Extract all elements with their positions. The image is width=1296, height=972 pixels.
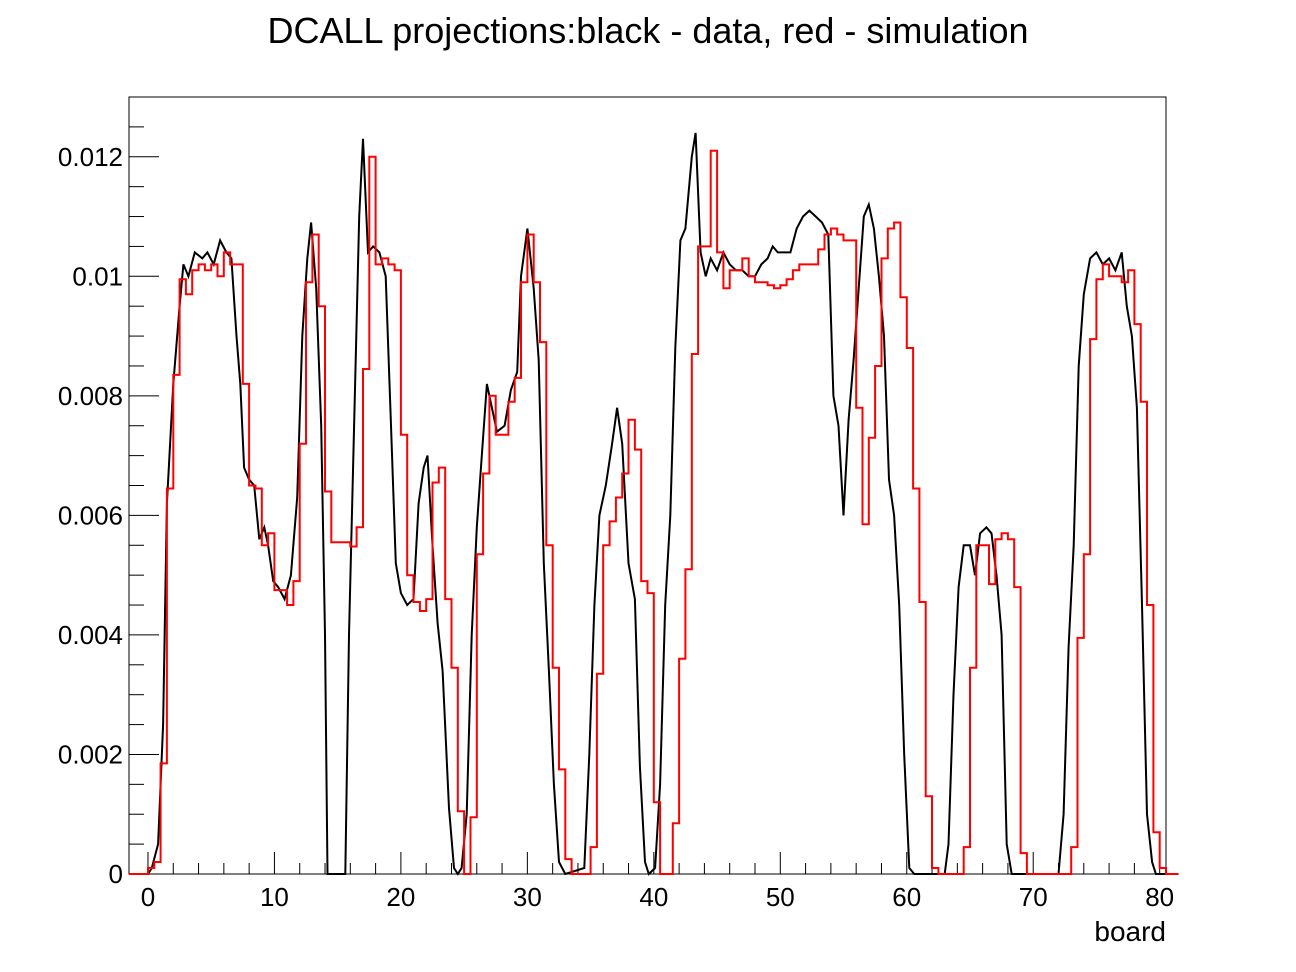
x-tick-label: 60 [892,882,921,912]
chart-title: DCALL projections:black - data, red - si… [267,10,1029,51]
series-layer [129,132,1179,876]
y-tick-label: 0.01 [72,261,123,291]
y-tick-label: 0 [109,859,123,889]
x-tick-label: 80 [1145,882,1174,912]
x-tick-label: 0 [141,882,155,912]
x-tick-label: 50 [766,882,795,912]
simulation-series-line [129,149,1179,875]
plot-frame [128,96,1167,875]
data-series-line [129,132,1166,876]
x-tick-label: 20 [386,882,415,912]
y-tick-label: 0.006 [58,500,123,530]
x-tick-label: 40 [639,882,668,912]
x-tick-label: 70 [1019,882,1048,912]
y-tick-label: 0.008 [58,381,123,411]
x-tick-label: 30 [513,882,542,912]
y-tick-label: 0.002 [58,739,123,769]
axis-ticks [129,96,1161,875]
tick-labels: 0 10 20 30 40 50 60 70 80 0 0.002 0.004 0.006 0.008 0.… [58,142,1174,912]
x-axis-title: board [1094,916,1166,947]
x-tick-label: 10 [260,882,289,912]
y-tick-label: 0.004 [58,620,123,650]
y-tick-label: 0.012 [58,142,123,172]
